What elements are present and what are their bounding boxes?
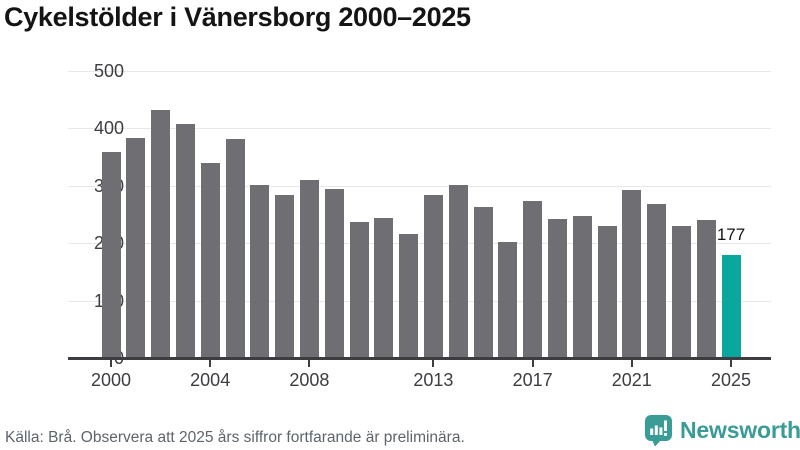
x-tick-2013 [432, 360, 435, 367]
bar-2013 [423, 194, 443, 357]
bar-2010 [349, 222, 369, 357]
bar-2004 [200, 163, 220, 357]
bar-2023 [671, 226, 691, 357]
source-note: Källa: Brå. Observera att 2025 års siffr… [5, 429, 465, 446]
bar-2003 [175, 123, 195, 357]
y-axis-label-500: 500 [93, 61, 124, 81]
bar-2017 [523, 201, 543, 357]
x-axis-label-2017: 2017 [512, 370, 553, 390]
chart-title: Cykelstölder i Vänersborg 2000–2025 [4, 2, 471, 32]
bar-2025 [721, 255, 741, 357]
x-tick-2025 [730, 360, 732, 367]
bar-2016 [498, 241, 518, 357]
bar-2020 [597, 226, 617, 357]
x-tick-2000 [110, 360, 112, 367]
newsworthy-wordmark: Newsworthy [680, 417, 800, 443]
bar-2022 [647, 203, 667, 357]
gridline-300 [68, 185, 771, 187]
gridline-500 [68, 71, 771, 72]
x-axis-label-2025: 2025 [710, 370, 752, 390]
x-axis-label-2000: 2000 [90, 370, 132, 390]
bar-2021 [622, 189, 642, 357]
bar-2007 [275, 194, 295, 357]
x-axis-label-2008: 2008 [289, 370, 330, 390]
x-tick-2008 [308, 360, 311, 367]
bar-2009 [324, 188, 344, 357]
newsworthy-logo[interactable]: Newsworthy [644, 414, 800, 447]
gridline-200 [68, 243, 771, 245]
y-axis-label-400: 400 [93, 118, 124, 139]
x-tick-2021 [630, 360, 633, 367]
x-axis-label-2004: 2004 [190, 370, 231, 390]
bar-2005 [225, 138, 245, 357]
newsworthy-logo-icon [645, 415, 672, 447]
gridline-100 [68, 300, 771, 302]
bar-2011 [374, 218, 394, 357]
y-axis-label-0: 0 [113, 348, 124, 368]
bar-2019 [572, 215, 592, 357]
x-tick-2004 [209, 360, 212, 367]
bar-2000 [101, 152, 121, 357]
x-axis-label-2013: 2013 [413, 370, 454, 390]
bar-2001 [126, 138, 146, 357]
highlight-value-label: 177 [716, 225, 746, 245]
gridline-400 [68, 128, 771, 130]
bar-2015 [473, 207, 493, 357]
x-tick-2017 [531, 360, 534, 367]
x-axis-line [68, 357, 771, 360]
x-axis-label-2021: 2021 [611, 370, 652, 390]
bar-2018 [547, 218, 567, 357]
bar-2008 [299, 180, 319, 357]
bar-2024 [696, 219, 716, 357]
bar-2006 [250, 185, 270, 357]
bar-2002 [151, 110, 171, 357]
bar-2014 [448, 185, 468, 357]
plot-area: 0100200300400500200020042008201320172021… [68, 62, 771, 390]
bar-2012 [399, 234, 419, 357]
